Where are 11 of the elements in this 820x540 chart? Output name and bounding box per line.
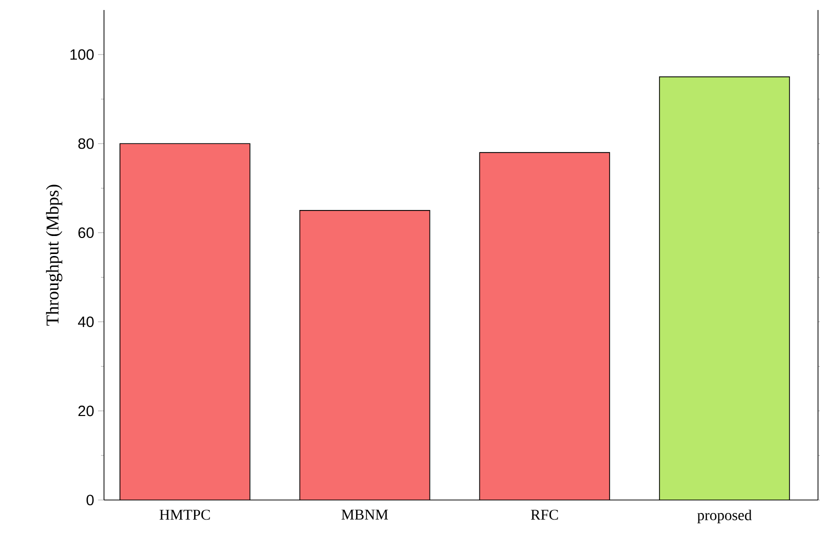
y-tick-label: 80 — [78, 138, 94, 149]
y-tick-label: 40 — [78, 316, 94, 328]
y-tick-label: 0 — [86, 494, 94, 506]
y-tick-label: 100 — [70, 49, 94, 60]
x-tick-label: proposed — [697, 510, 752, 524]
x-tick-label: HMTPC — [160, 510, 210, 520]
y-tick-label: 60 — [78, 227, 94, 238]
y-axis-title: Throughput (Mbps) — [46, 184, 62, 326]
x-tick-label: MBNM — [342, 510, 388, 520]
x-tick-label: RFC — [530, 510, 558, 520]
y-tick-label: 20 — [78, 406, 94, 416]
